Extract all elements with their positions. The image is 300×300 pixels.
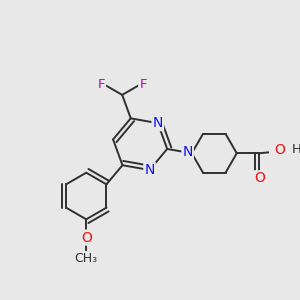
- Text: N: N: [182, 146, 193, 159]
- Text: O: O: [274, 143, 285, 157]
- Text: N: N: [153, 116, 163, 130]
- Text: O: O: [81, 231, 92, 244]
- Text: F: F: [139, 78, 147, 92]
- Text: CH₃: CH₃: [75, 252, 98, 265]
- Text: H: H: [292, 143, 300, 156]
- Text: F: F: [98, 78, 105, 92]
- Text: O: O: [254, 171, 265, 185]
- Text: N: N: [144, 163, 155, 177]
